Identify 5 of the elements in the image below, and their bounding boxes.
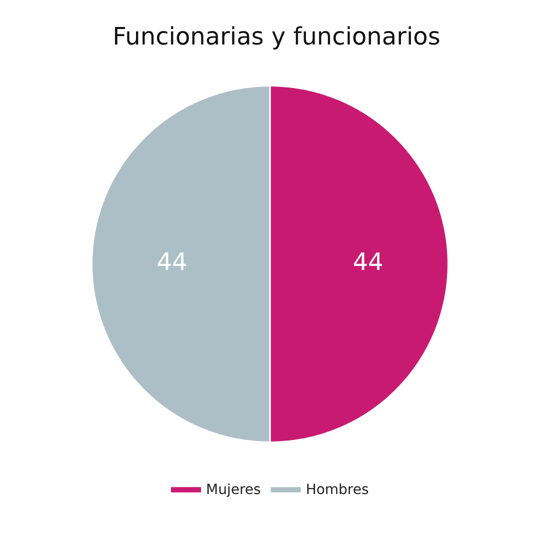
data-label: 44 xyxy=(352,248,384,276)
legend-label: Mujeres xyxy=(206,482,261,498)
chart-title: Funcionarias y funcionarios xyxy=(112,22,440,50)
legend-label: Hombres xyxy=(306,482,369,498)
data-label: 44 xyxy=(156,248,188,276)
